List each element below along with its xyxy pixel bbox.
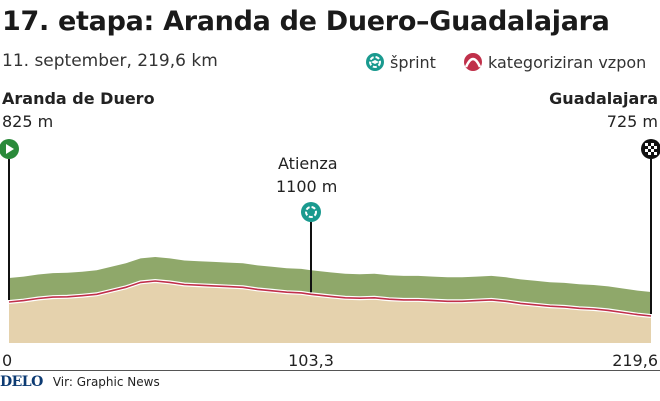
source-credit: Vir: Graphic News	[52, 375, 160, 389]
x-tick-label: 103,3	[288, 351, 334, 370]
brand-logo: DELO	[0, 374, 43, 390]
terrain-band	[9, 257, 651, 316]
checker-square	[654, 152, 657, 155]
checker-square	[648, 152, 651, 155]
stage-subtitle: 11. september, 219,6 km	[2, 51, 218, 71]
sprint-name: Atienza	[278, 154, 338, 173]
legend-climb: kategoriziran vzpon	[463, 52, 646, 72]
checker-square	[645, 149, 648, 152]
legend-sprint-label: šprint	[390, 52, 436, 72]
footer: DELO Vir: Graphic News	[0, 374, 160, 390]
profile-line	[8, 280, 652, 317]
tick-layer: 0 103,3 219,6	[2, 351, 658, 370]
x-tick-label: 0	[2, 351, 12, 370]
play-icon	[6, 144, 14, 154]
footer-divider	[0, 370, 660, 371]
sprint-altitude: 1100 m	[276, 177, 338, 196]
finish-altitude: 725 m	[606, 112, 658, 131]
ground-area	[9, 281, 651, 343]
legend-climb-label: kategoriziran vzpon	[488, 52, 647, 72]
start-altitude: 825 m	[2, 112, 54, 131]
mountain-icon	[464, 53, 482, 71]
x-tick-label: 219,6	[612, 351, 658, 370]
checker-square	[651, 143, 654, 146]
marker-layer	[0, 139, 660, 314]
start-name: Aranda de Duero	[2, 89, 155, 108]
sprint-icon	[366, 53, 384, 71]
sprint-marker-icon	[300, 202, 321, 222]
sprint-ring-icon	[304, 206, 317, 218]
checker-square	[645, 143, 648, 146]
checkered-flag-icon	[645, 143, 657, 155]
checker-square	[648, 146, 651, 149]
page-title: 17. etapa: Aranda de Duero–Guadalajara	[2, 6, 610, 37]
checker-square	[654, 146, 657, 149]
profile-layer	[8, 257, 652, 343]
checker-square	[651, 149, 654, 152]
finish-name: Guadalajara	[549, 89, 658, 108]
legend-sprint: šprint	[365, 52, 436, 72]
